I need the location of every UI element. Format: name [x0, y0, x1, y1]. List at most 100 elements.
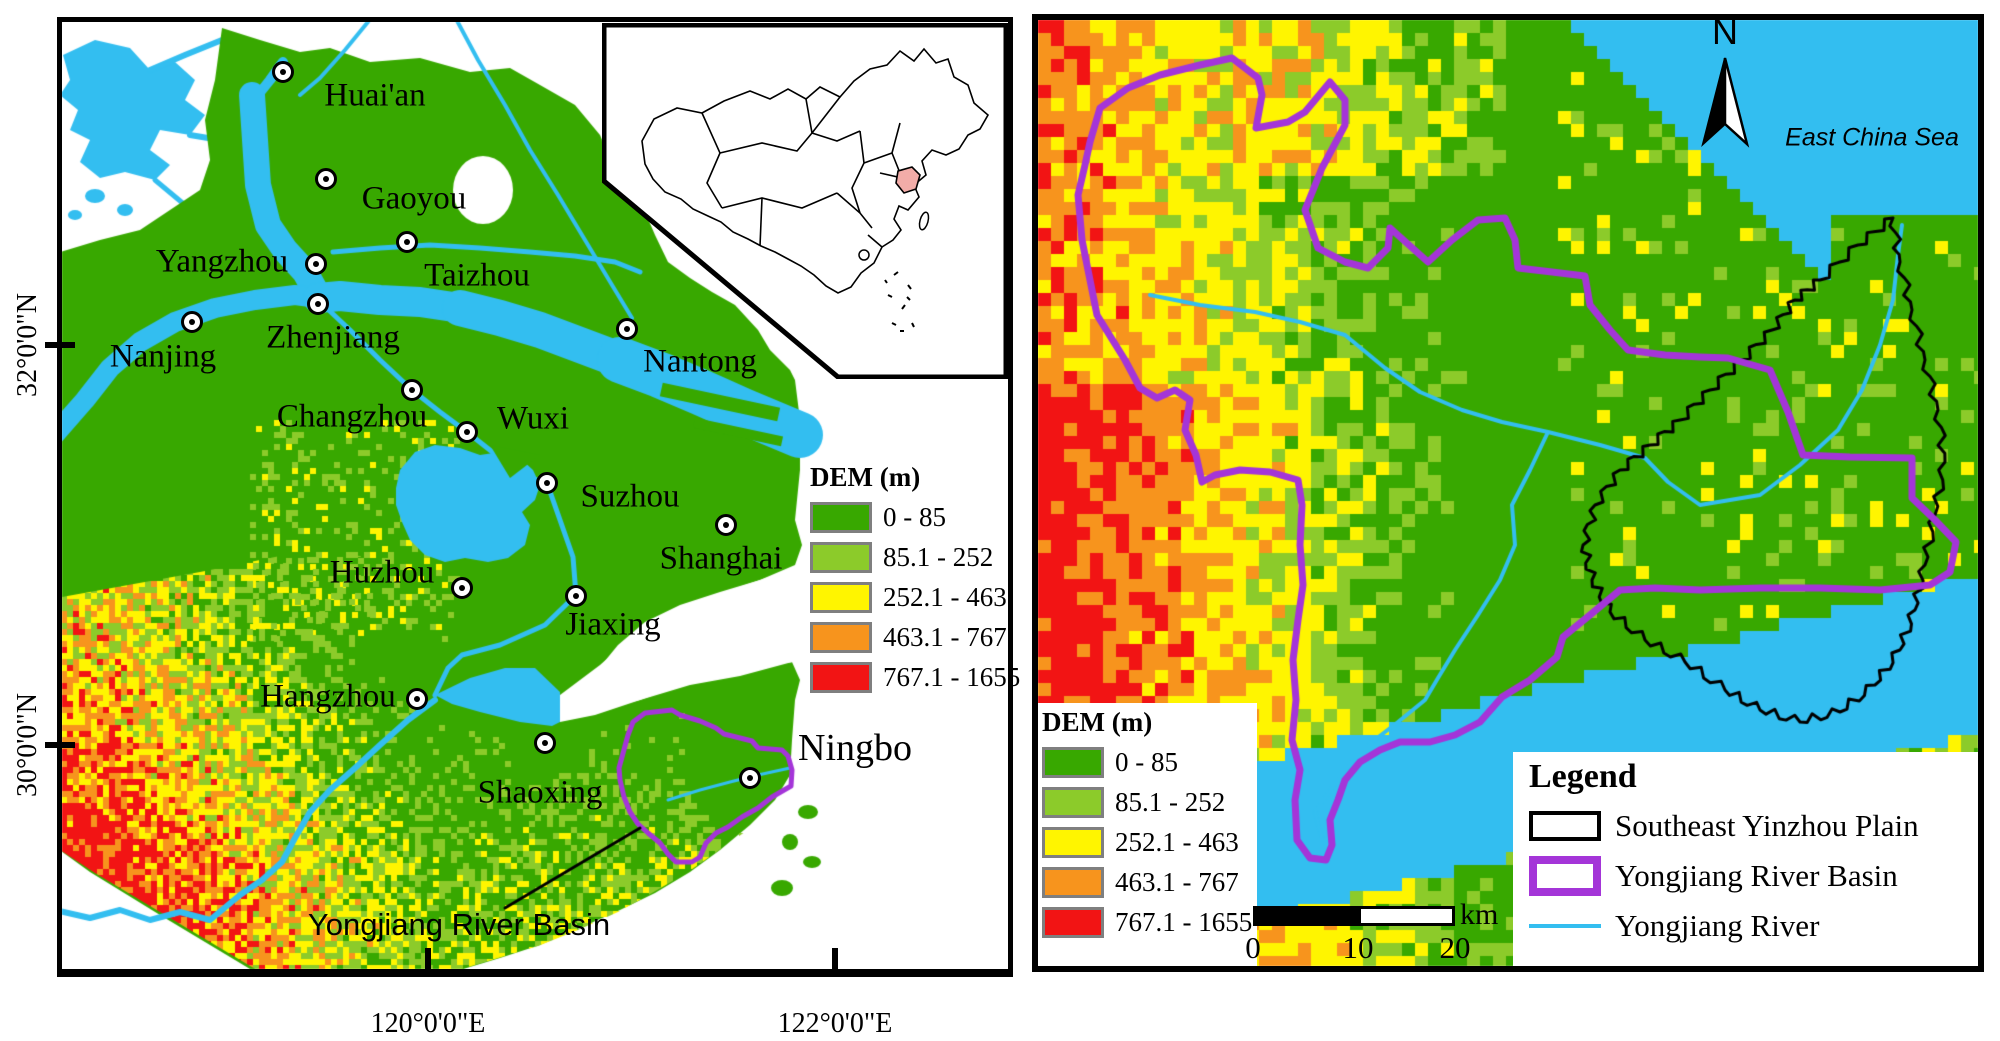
- map-legend-label: Yongjiang River: [1615, 908, 1820, 943]
- city-label: Nanjing: [109, 338, 217, 375]
- city-label: Huzhou: [329, 554, 435, 591]
- x-axis-tick: [832, 948, 838, 975]
- city-label: Shanghai: [659, 540, 783, 577]
- dem-legend-row: 0 - 85: [1042, 747, 1257, 778]
- dem-class-range: 252.1 - 463: [883, 582, 1007, 612]
- dem-legend-row: 463.1 - 767: [1042, 867, 1257, 898]
- map-legend-title: Legend: [1529, 758, 1637, 795]
- city-label: Hangzhou: [260, 678, 396, 715]
- city-label: Yangzhou: [155, 243, 289, 280]
- city-marker-huzhou: [451, 577, 473, 599]
- map-legend-label: Southeast Yinzhou Plain: [1615, 808, 1919, 843]
- dem-legend-row: 0 - 85: [810, 502, 1020, 533]
- dem-legend-row: 767.1 - 1655: [1042, 907, 1257, 938]
- scalebar-number: 0: [1245, 930, 1261, 965]
- city-marker-wuxi: [456, 421, 478, 443]
- dem-class-range: 85.1 - 252: [883, 542, 994, 572]
- city-label: Shaoxing: [477, 774, 603, 811]
- dem-class-swatch: [810, 502, 872, 533]
- dem-legend-row: 463.1 - 767: [810, 622, 1020, 653]
- map-legend-row: Yongjiang River Basin: [1529, 856, 1978, 896]
- dem-class-swatch: [810, 582, 872, 613]
- dem-class-swatch: [1042, 827, 1104, 858]
- scalebar-number: 20: [1439, 930, 1471, 965]
- dem-legend-row: 252.1 - 463: [1042, 827, 1257, 858]
- dem-class-range: 767.1 - 1655: [883, 662, 1021, 692]
- dem-class-range: 463.1 - 767: [883, 622, 1007, 652]
- china-outline: [641, 47, 990, 294]
- city-marker-nanjing: [181, 311, 203, 333]
- city-label: Huai'an: [324, 77, 426, 114]
- sea-label: East China Sea: [1785, 123, 1959, 152]
- left-map-frame: [57, 17, 1013, 977]
- city-marker-taizhou: [396, 231, 418, 253]
- city-marker-hangzhou: [406, 688, 428, 710]
- dem-class-swatch: [1042, 907, 1104, 938]
- x-axis-label: 120°0'0"E: [370, 1008, 486, 1039]
- dem-class-swatch: [810, 662, 872, 693]
- city-label: Ningbo: [798, 727, 912, 769]
- cyan-line-swatch: [1529, 924, 1601, 928]
- dem-legend-rows: 0 - 85 85.1 - 252 252.1 - 463 463.1 - 767 76…: [1042, 747, 1257, 938]
- dem-legend-title: DEM (m): [1042, 707, 1153, 737]
- right-map-frame: [1032, 14, 1984, 972]
- inset-hainan: [858, 249, 870, 261]
- city-label: Suzhou: [580, 478, 680, 515]
- inset-study-area-highlight: [895, 166, 921, 194]
- scalebar-empty-segment: [1358, 906, 1455, 926]
- dem-class-range: 85.1 - 252: [1115, 787, 1226, 817]
- city-label: Wuxi: [497, 400, 569, 437]
- city-marker-huaian: [272, 61, 294, 83]
- y-axis-tick: [45, 742, 75, 748]
- scalebar-number: 10: [1342, 930, 1374, 965]
- dem-class-swatch: [810, 542, 872, 573]
- dem-legend-row: 85.1 - 252: [810, 542, 1020, 573]
- map-legend-label: Yongjiang River Basin: [1615, 858, 1898, 893]
- dem-class-range: 252.1 - 463: [1115, 827, 1239, 857]
- dem-class-range: 463.1 - 767: [1115, 867, 1239, 897]
- dem-class-range: 0 - 85: [1115, 747, 1178, 777]
- dem-class-swatch: [1042, 867, 1104, 898]
- black-outline-swatch: [1529, 811, 1601, 841]
- city-marker-gaoyou: [315, 168, 337, 190]
- city-marker-suzhou: [536, 472, 558, 494]
- scalebar-unit: km: [1460, 898, 1499, 931]
- dem-legend-right: DEM (m) 0 - 85 85.1 - 252 252.1 - 463 463.1…: [1038, 703, 1257, 966]
- dem-class-range: 0 - 85: [883, 502, 946, 532]
- map-legend: Legend Southeast Yinzhou Plain Yongjiang …: [1513, 752, 1978, 966]
- city-label: Zhenjiang: [266, 319, 400, 356]
- map-legend-row: Southeast Yinzhou Plain: [1529, 808, 1978, 844]
- city-marker-jiaxing: [565, 585, 587, 607]
- dem-legend-row: 252.1 - 463: [810, 582, 1020, 613]
- city-label: Taizhou: [424, 257, 530, 294]
- dem-class-swatch: [1042, 747, 1104, 778]
- city-marker-changzhou: [401, 379, 423, 401]
- china-inset-map: [602, 23, 1008, 379]
- city-marker-shanghai: [715, 514, 737, 536]
- city-label: Nantong: [643, 343, 757, 380]
- y-axis-label: 30°0'0"N: [12, 693, 43, 797]
- city-marker-ningbo: [739, 767, 761, 789]
- city-label: Jiaxing: [565, 606, 661, 643]
- dem-class-swatch: [810, 622, 872, 653]
- purple-outline-swatch: [1529, 856, 1601, 896]
- inset-taiwan: [918, 211, 930, 231]
- x-axis-tick: [425, 948, 431, 975]
- scalebar-filled-segment: [1253, 906, 1358, 926]
- dem-class-swatch: [1042, 787, 1104, 818]
- basin-annotation: Yongjiang River Basin: [307, 907, 611, 942]
- map-legend-row: Yongjiang River: [1529, 908, 1978, 944]
- north-arrow-icon: [1701, 57, 1750, 148]
- dem-legend-title: DEM (m): [810, 462, 921, 492]
- city-label: Gaoyou: [361, 180, 467, 217]
- dem-class-range: 767.1 - 1655: [1115, 907, 1253, 937]
- city-label: Changzhou: [276, 398, 428, 435]
- city-marker-zhenjiang: [307, 293, 329, 315]
- inset-sea-islands: [884, 271, 915, 332]
- city-marker-yangzhou: [305, 253, 327, 275]
- map-legend-rows: Southeast Yinzhou Plain Yongjiang River B…: [1529, 808, 1978, 944]
- dem-legend-left: DEM (m) 0 - 85 85.1 - 252 252.1 - 463 463.1…: [810, 462, 1020, 693]
- city-marker-shaoxing: [534, 732, 556, 754]
- dem-legend-row: 85.1 - 252: [1042, 787, 1257, 818]
